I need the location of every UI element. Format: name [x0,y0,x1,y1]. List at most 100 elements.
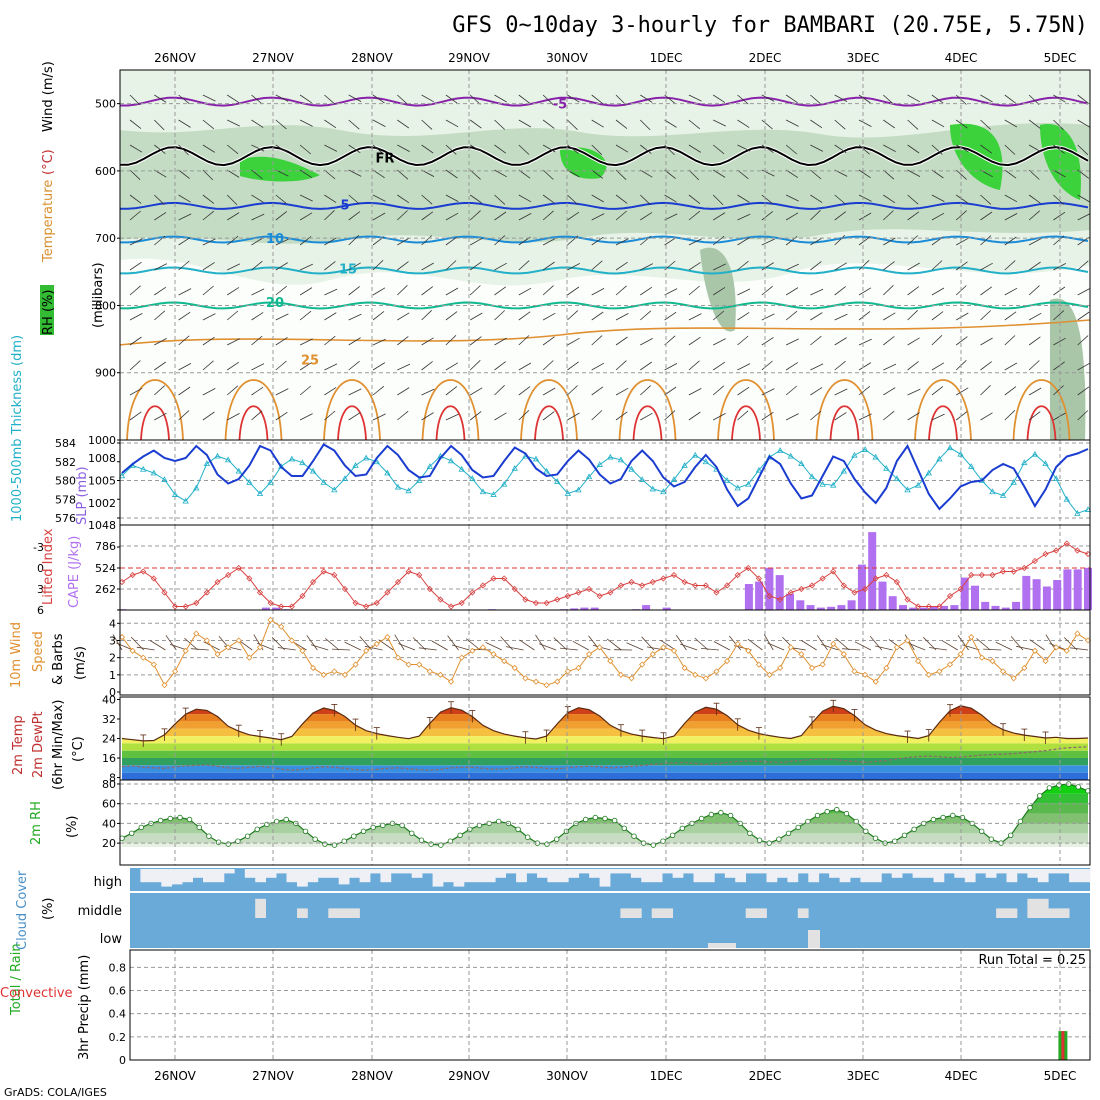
surface-wind-barb [331,648,350,651]
cape-bar [806,605,815,610]
rh-marker [525,834,531,840]
bottom-date-label: 28NOV [351,1069,393,1083]
temperature-band [122,758,1088,766]
thickness-marker [235,467,242,474]
wind-speed-marker [766,671,773,678]
surface-wind-barb [929,647,947,651]
upper-wind-barb [1004,335,1016,346]
upper-wind-barb [1028,261,1041,271]
thickness-axis: 584 582 580 578 576 1008 1005 1002 [55,437,120,525]
cloud-high-gap [1048,869,1060,874]
upper-wind-barb [834,360,846,371]
upper-wind-barb [1077,260,1089,271]
wind-speed-marker [617,671,624,678]
upper-wind-barb [640,212,653,221]
upper-wind-barb [664,144,675,156]
upper-wind-barb [785,144,798,155]
upper-wind-barb [1077,213,1091,221]
upper-wind-barb [567,194,578,205]
surface-wind-barb [359,636,372,651]
cloud-high-gap [359,869,371,883]
surface-wind-barb [1029,639,1045,651]
upper-wind-barb [591,288,605,296]
upper-wind-barb [1004,410,1016,421]
surface-wind-barb [728,635,741,651]
surface-wind-barb [149,640,166,651]
upper-wind-barb [567,119,578,130]
wind-speed-marker [172,668,179,675]
upper-wind-barb [640,361,653,371]
top-date-label: 30NOV [546,51,588,65]
lifted-index-marker [246,575,253,582]
lifted-index-marker [405,568,412,575]
upper-wind-barb [348,211,361,221]
cloud-high-gap [338,869,350,885]
rh-band [122,843,1088,847]
cloud-high-gap [933,869,945,883]
rh-marker [312,836,318,842]
temp-axis: 40 32 24 16 8 [102,693,120,785]
upper-wind-barb [445,362,459,371]
lifted-index-marker [490,575,497,582]
upper-wind-barb [615,194,628,204]
lifted-index-marker [341,585,348,593]
axis-tick-label: 800 [95,299,116,312]
upper-wind-barb [518,260,530,271]
upper-wind-barb [712,194,724,206]
lifted-index-marker [1063,540,1070,547]
wind-speed-marker [840,651,847,658]
wind-speed-marker [331,668,338,675]
upper-wind-barb [348,412,361,421]
isotherm-30-arc [534,405,564,441]
upper-wind-barb [129,285,141,296]
upper-wind-barb [761,194,773,205]
cape-bar [642,605,651,610]
upper-wind-barb [445,194,459,202]
thickness-marker [734,484,741,491]
cloud-high-gap [902,869,913,874]
rh-marker [583,816,589,823]
upper-wind-barb [275,388,289,396]
temperature-band [122,728,1088,736]
cape-bar [1012,601,1021,610]
thickness-marker [596,461,603,467]
isotherm-label: -5 [553,98,567,113]
thickness-marker [532,455,540,462]
cloud-high-gap [495,869,506,878]
upper-wind-barb [688,388,702,396]
upper-wind-barb [421,412,434,421]
upper-wind-barb [688,313,702,321]
thickness-marker [904,486,911,493]
isotherm-25-arc [323,379,381,441]
cape-bar [570,608,579,610]
axis-tick-label: 0 [109,686,116,699]
rh-marker [747,830,753,836]
cloud-middle-bar [1006,908,1018,918]
rh-marker [215,839,222,845]
upper-wind-barb [664,288,678,296]
lifted-index-marker [501,575,508,582]
cloud-high-gap [244,869,256,878]
axis-tick-label: 4 [109,617,116,630]
cloud-high-gap [453,869,465,887]
cloud-high-gap [568,869,580,878]
upper-wind-barb [883,194,896,204]
surface-wind-barb [344,641,361,651]
upper-wind-barb [324,237,337,246]
cloud-high-gap [975,869,986,874]
upper-wind-barb [761,285,773,296]
rh-marker [1036,793,1043,799]
lifted-index-marker [883,571,890,579]
upper-wind-barb [154,310,166,321]
chart-title: GFS 0~10day 3-hourly for BAMBARI (20.75E… [452,13,1088,38]
upper-wind-barb [907,262,920,271]
upper-wind-barb [494,385,505,396]
wind-speed-marker [129,647,136,654]
isotherm-line [120,96,1089,107]
thickness-marker [299,459,306,466]
upper-wind-barb [226,194,238,206]
cloud-high-gap [474,869,486,883]
lifted-index-marker [692,582,699,589]
cloud-high-gap [297,869,308,887]
thickness-marker [214,452,221,459]
